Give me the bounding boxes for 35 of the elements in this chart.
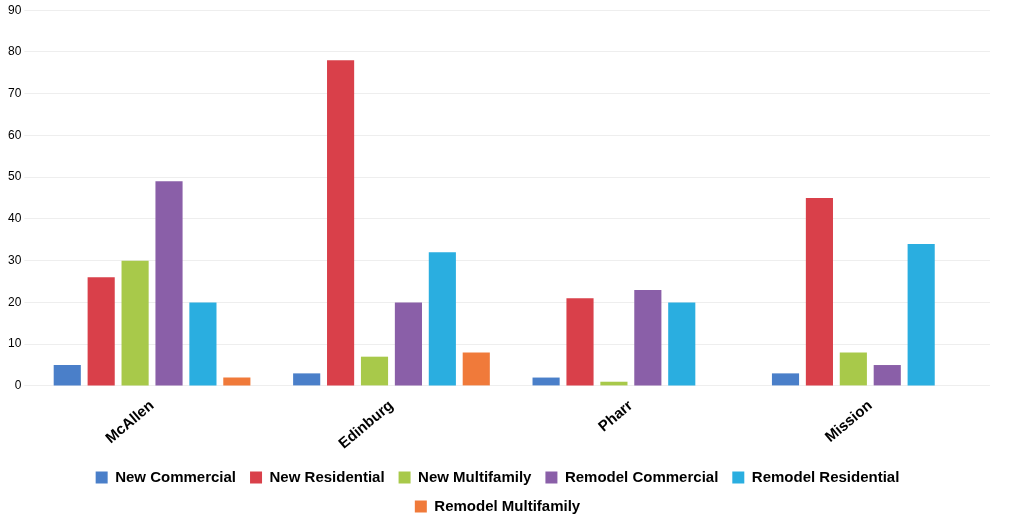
y-tick-label: 40 <box>7 211 22 226</box>
bar <box>189 302 217 386</box>
bar <box>873 365 901 386</box>
bar <box>805 198 833 386</box>
legend-label: Remodel Residential <box>751 467 900 485</box>
bar <box>87 277 115 386</box>
bar <box>121 260 149 386</box>
bar <box>634 289 662 386</box>
y-tick-label: 10 <box>7 336 22 351</box>
legend-label: New Multifamily <box>418 467 533 485</box>
legend-label: Remodel Multifamily <box>434 496 581 514</box>
bar <box>428 252 456 386</box>
bar <box>566 298 594 386</box>
y-tick-label: 90 <box>7 2 22 17</box>
y-tick-label: 0 <box>14 378 22 393</box>
bar <box>462 352 490 386</box>
legend-label: New Commercial <box>115 467 237 485</box>
bar <box>394 302 422 386</box>
bar <box>327 60 355 386</box>
bar <box>771 373 800 386</box>
bar <box>907 243 935 386</box>
bar <box>53 365 81 386</box>
y-tick-label: 30 <box>7 252 22 267</box>
y-tick-label: 70 <box>7 86 22 100</box>
y-tick-label: 80 <box>7 44 22 59</box>
y-tick-label: 20 <box>7 294 22 309</box>
bar <box>293 373 321 386</box>
y-tick-label: 60 <box>7 127 22 142</box>
y-tick-label: 50 <box>7 169 22 184</box>
bar <box>155 181 183 386</box>
bar <box>668 302 696 386</box>
bar <box>360 356 389 386</box>
legend-label: Remodel Commercial <box>564 467 719 485</box>
bar <box>839 352 867 386</box>
legend-label: New Residential <box>269 467 385 485</box>
